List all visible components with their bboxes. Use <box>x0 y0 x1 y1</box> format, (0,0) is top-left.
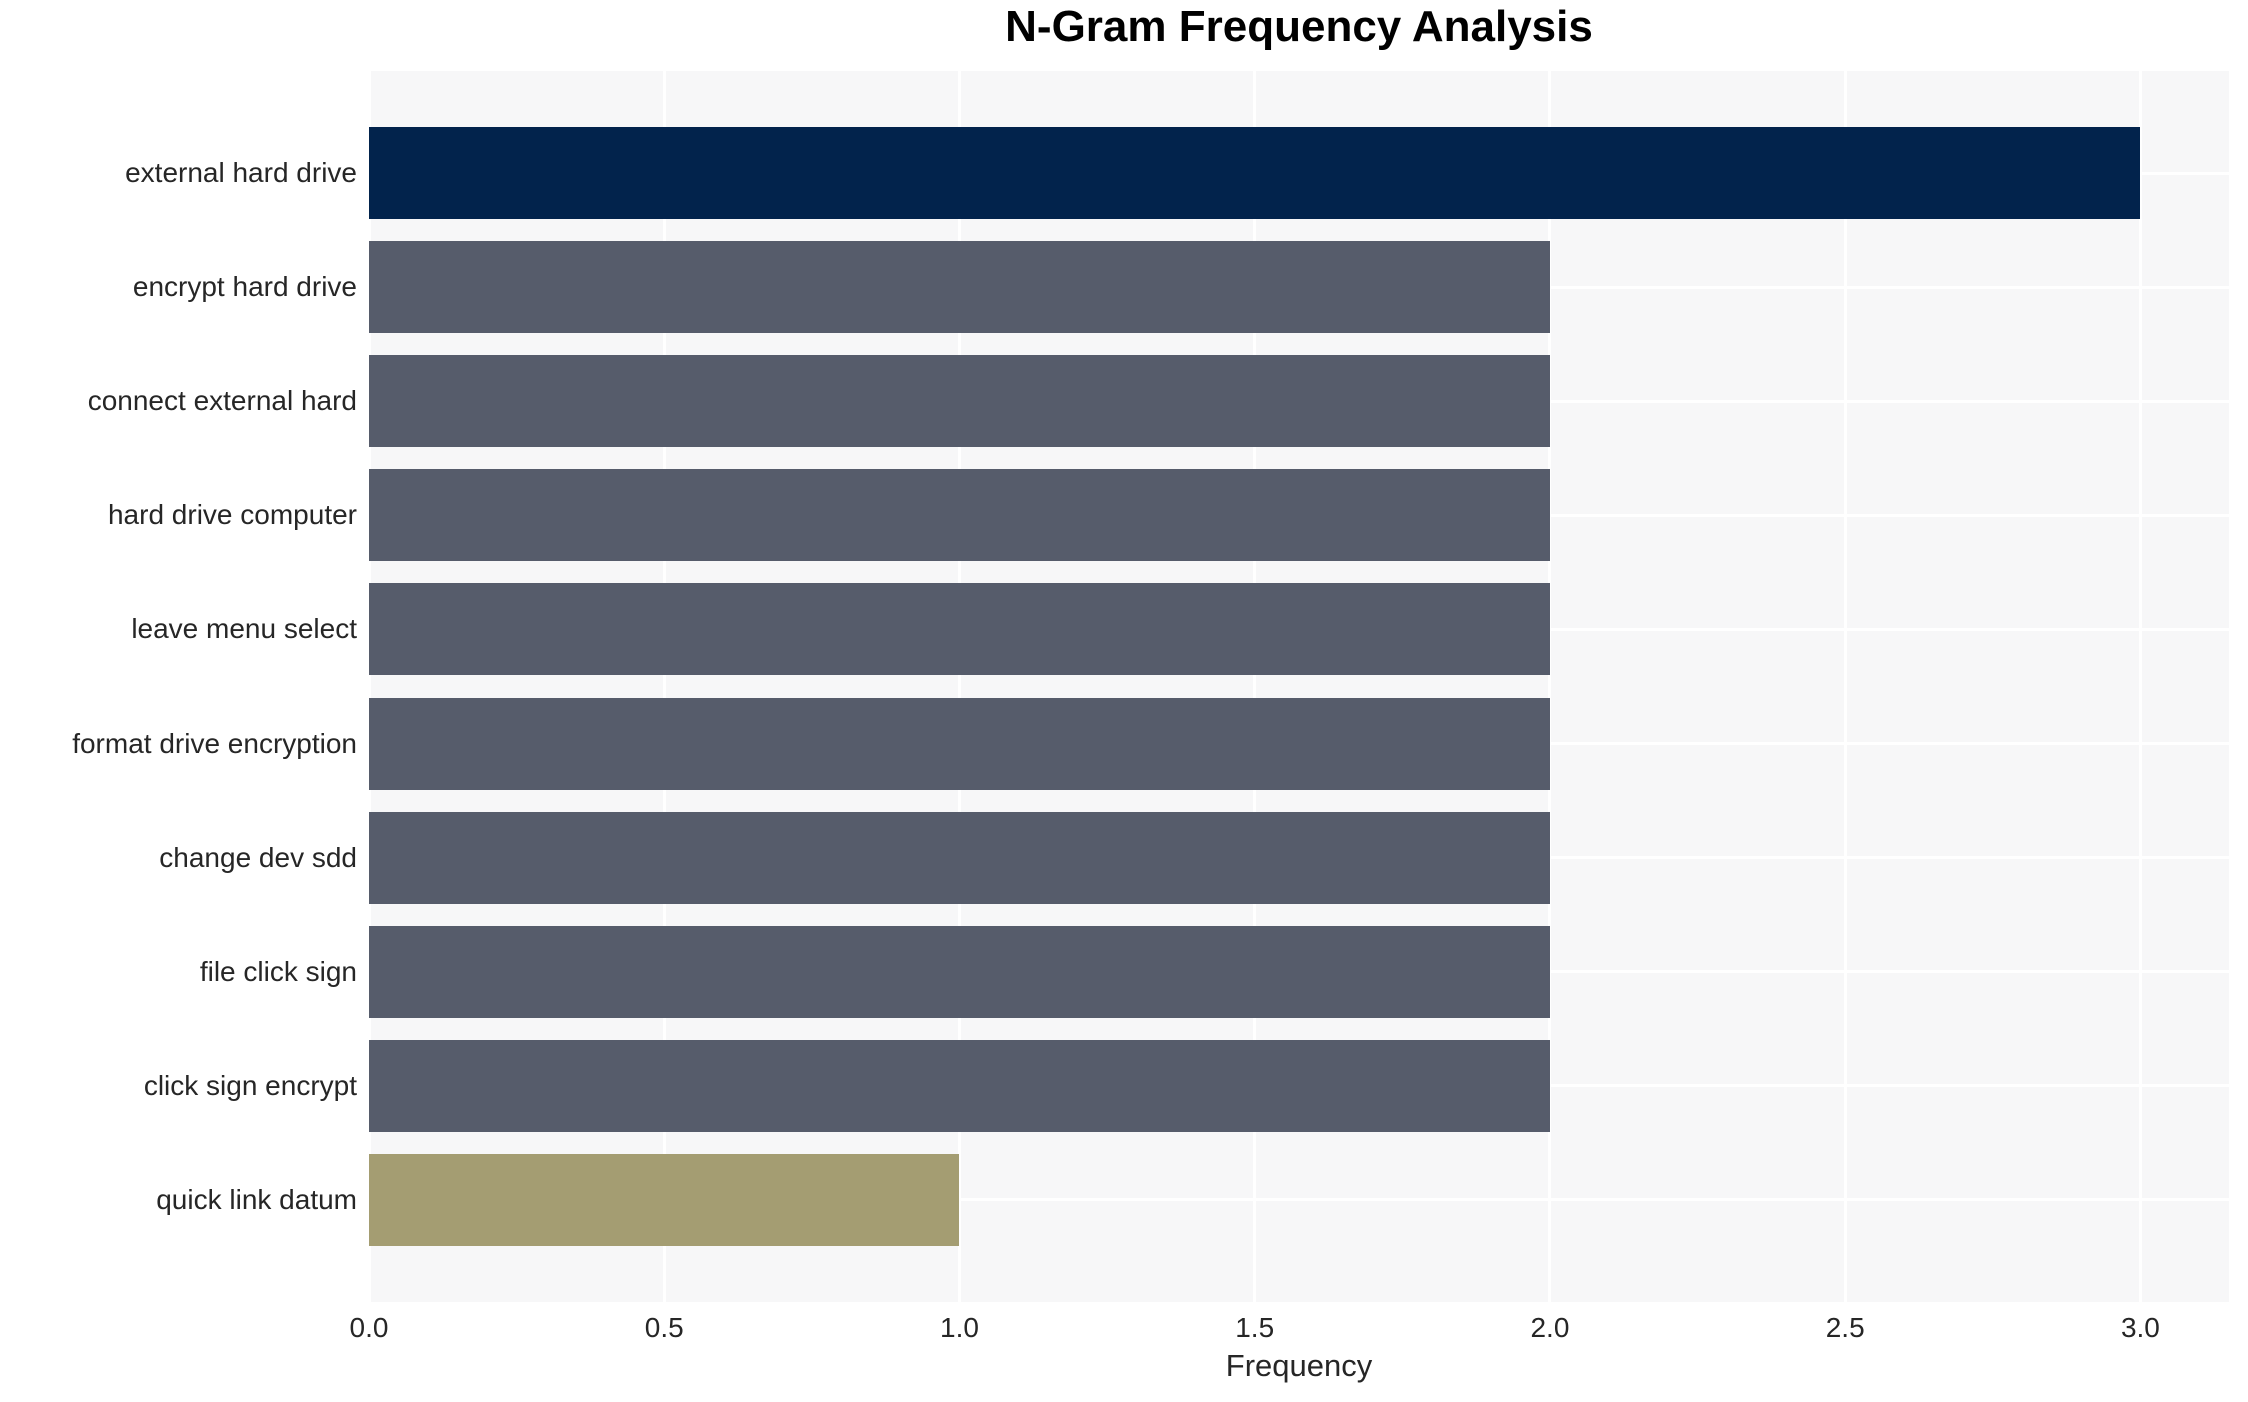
x-tick-label: 0.0 <box>349 1312 389 1343</box>
x-axis-label: Frequency <box>1225 1348 1373 1383</box>
bar <box>369 1153 960 1246</box>
x-tick-label: 1.0 <box>940 1312 979 1343</box>
plot-area <box>367 71 2229 1302</box>
chart-title: N-Gram Frequency Analysis <box>1005 2 1593 51</box>
category-label: external hard drive <box>125 157 357 189</box>
x-tick-label: 2.5 <box>1825 1312 1865 1343</box>
bar <box>369 583 1550 676</box>
category-label: click sign encrypt <box>143 1069 357 1101</box>
bar <box>369 241 1550 334</box>
bar <box>369 811 1550 904</box>
gridline-vertical <box>1548 71 1552 1302</box>
bar <box>369 355 1550 448</box>
category-label: hard drive computer <box>107 499 357 531</box>
category-label: file click sign <box>199 955 357 987</box>
category-label: leave menu select <box>131 613 357 645</box>
x-tick-label: 2.0 <box>1530 1312 1570 1343</box>
category-label: encrypt hard drive <box>132 271 357 303</box>
category-label: quick link datum <box>156 1183 357 1215</box>
gridline-vertical <box>1843 71 1847 1302</box>
category-label: format drive encryption <box>72 727 357 759</box>
bar <box>369 925 1550 1018</box>
bar <box>369 469 1550 562</box>
category-label: connect external hard <box>87 385 357 417</box>
x-tick-label: 1.5 <box>1235 1312 1275 1343</box>
gridline-vertical <box>957 71 961 1302</box>
gridline-vertical <box>662 71 666 1302</box>
x-tick-label: 3.0 <box>2120 1312 2160 1343</box>
gridline-horizontal <box>369 1198 2229 1202</box>
bar <box>369 1039 1550 1132</box>
category-label: change dev sdd <box>159 841 357 873</box>
x-tick-label: 0.5 <box>644 1312 684 1343</box>
bar <box>369 127 2141 220</box>
gridline-vertical <box>367 71 371 1302</box>
gridline-vertical <box>1253 71 1257 1302</box>
bar <box>369 697 1550 790</box>
gridline-vertical <box>2138 71 2142 1302</box>
